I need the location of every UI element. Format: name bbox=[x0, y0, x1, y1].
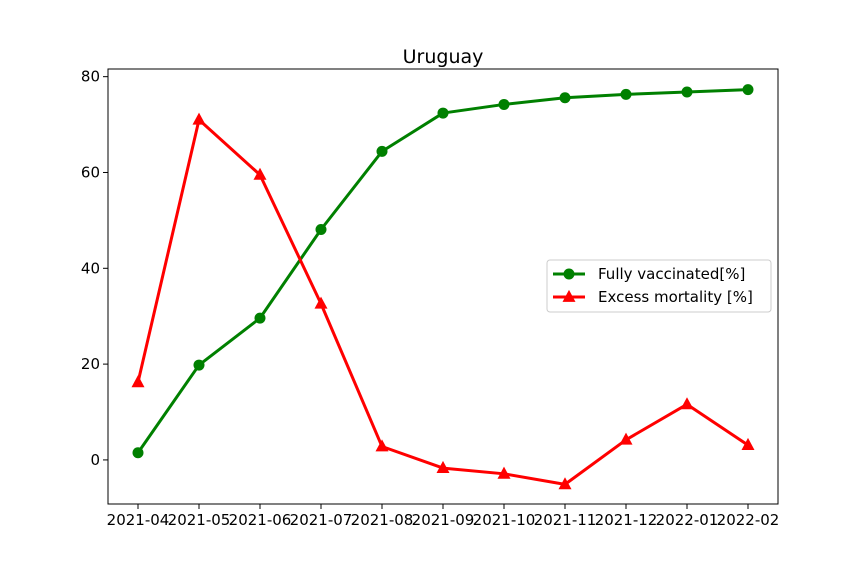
legend-item: Excess mortality [%] bbox=[553, 288, 753, 306]
x-tick-label: 2021-11 bbox=[534, 511, 597, 529]
y-tick-label: 20 bbox=[81, 355, 100, 373]
legend-marker bbox=[563, 268, 575, 280]
data-point bbox=[253, 167, 267, 180]
y-axis: 0 20 40 60 80 bbox=[81, 68, 108, 469]
data-point bbox=[131, 375, 145, 388]
data-point bbox=[376, 145, 388, 157]
data-point bbox=[681, 86, 693, 98]
series-layer bbox=[131, 84, 755, 490]
x-tick-label: 2022-02 bbox=[717, 511, 780, 529]
legend-box bbox=[546, 259, 772, 313]
x-tick-label: 2022-01 bbox=[656, 511, 719, 529]
y-tick-label: 80 bbox=[81, 68, 100, 86]
chart-title: Uruguay bbox=[403, 46, 484, 68]
x-tick-label: 2021-08 bbox=[351, 511, 414, 529]
data-point bbox=[620, 88, 632, 100]
y-tick-label: 60 bbox=[81, 163, 100, 181]
data-point bbox=[741, 437, 755, 450]
x-tick-label: 2021-07 bbox=[290, 511, 353, 529]
data-point bbox=[742, 84, 754, 96]
x-tick-label: 2021-09 bbox=[412, 511, 475, 529]
data-point bbox=[619, 432, 633, 445]
x-axis: 2021-042021-052021-062021-072021-082021-… bbox=[107, 504, 780, 529]
data-point bbox=[314, 296, 328, 309]
data-point bbox=[558, 477, 572, 490]
data-point bbox=[132, 447, 144, 459]
x-tick-label: 2021-12 bbox=[595, 511, 658, 529]
y-tick-label: 0 bbox=[90, 451, 100, 469]
x-tick-label: 2021-06 bbox=[229, 511, 292, 529]
x-tick-label: 2021-04 bbox=[107, 511, 170, 529]
data-point bbox=[437, 107, 449, 119]
series-excess-mortality bbox=[131, 112, 755, 490]
data-point bbox=[436, 460, 450, 473]
legend: Fully vaccinated[%] Excess mortality [%] bbox=[546, 259, 772, 313]
data-point bbox=[497, 466, 511, 479]
data-point bbox=[375, 439, 389, 452]
data-point bbox=[254, 312, 266, 324]
data-point bbox=[315, 223, 327, 235]
data-point bbox=[680, 397, 694, 410]
x-tick-label: 2021-05 bbox=[168, 511, 231, 529]
series-fully-vaccinated bbox=[132, 84, 754, 459]
y-tick-label: 40 bbox=[81, 259, 100, 277]
data-point bbox=[498, 98, 510, 110]
x-tick-label: 2021-10 bbox=[473, 511, 536, 529]
data-point bbox=[192, 112, 206, 125]
legend-item: Fully vaccinated[%] bbox=[553, 265, 745, 283]
legend-marker bbox=[562, 289, 576, 302]
data-point bbox=[193, 359, 205, 371]
data-point bbox=[559, 92, 571, 104]
legend-label: Excess mortality [%] bbox=[598, 288, 753, 306]
legend-label: Fully vaccinated[%] bbox=[598, 265, 745, 283]
